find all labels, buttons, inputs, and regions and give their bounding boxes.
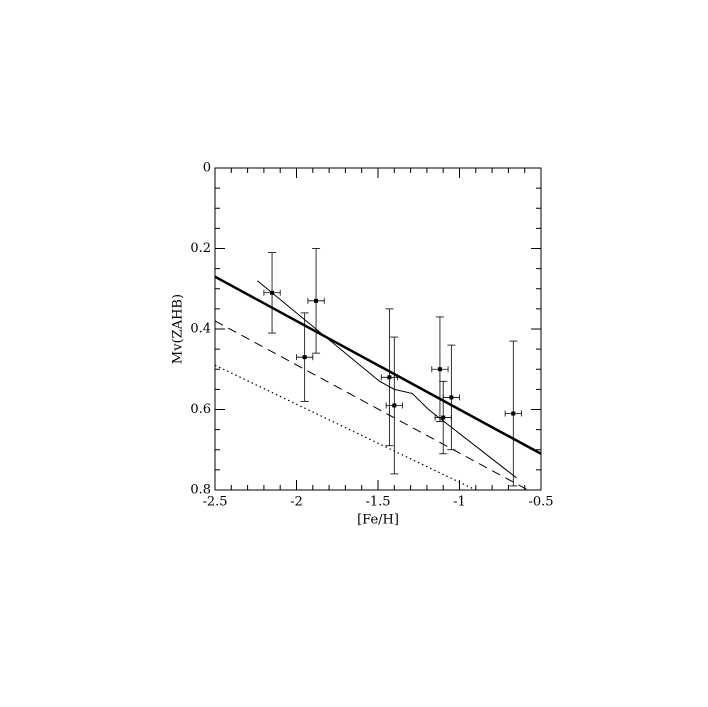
model-line [214,364,477,491]
y-tick-label: 0 [203,161,211,176]
model-line [257,280,517,479]
y-tick-label: 0.4 [190,322,211,337]
x-tick-label: -1.5 [365,495,390,510]
x-tick-label: -2.5 [202,495,227,510]
model-line [214,320,529,491]
y-tick-label: 0.2 [190,241,211,256]
model-line [214,275,542,455]
x-axis-label: [Fe/H] [357,513,399,528]
y-axis-label: Mv(ZAHB) [171,294,186,364]
data-point [511,411,516,416]
x-tick-label: -1 [453,495,466,510]
data-point [302,355,307,360]
data-point [441,415,446,420]
y-tick-label: 0.6 [190,402,211,417]
data-point [392,403,397,408]
plot-frame [214,167,542,491]
x-tick-label: -2 [290,495,303,510]
data-point [270,290,275,295]
data-point [387,375,392,380]
data-point [314,298,319,303]
y-tick-label: 0.8 [190,483,211,498]
x-tick-label: -0.5 [528,495,553,510]
data-point [437,367,442,372]
data-point [449,395,454,400]
